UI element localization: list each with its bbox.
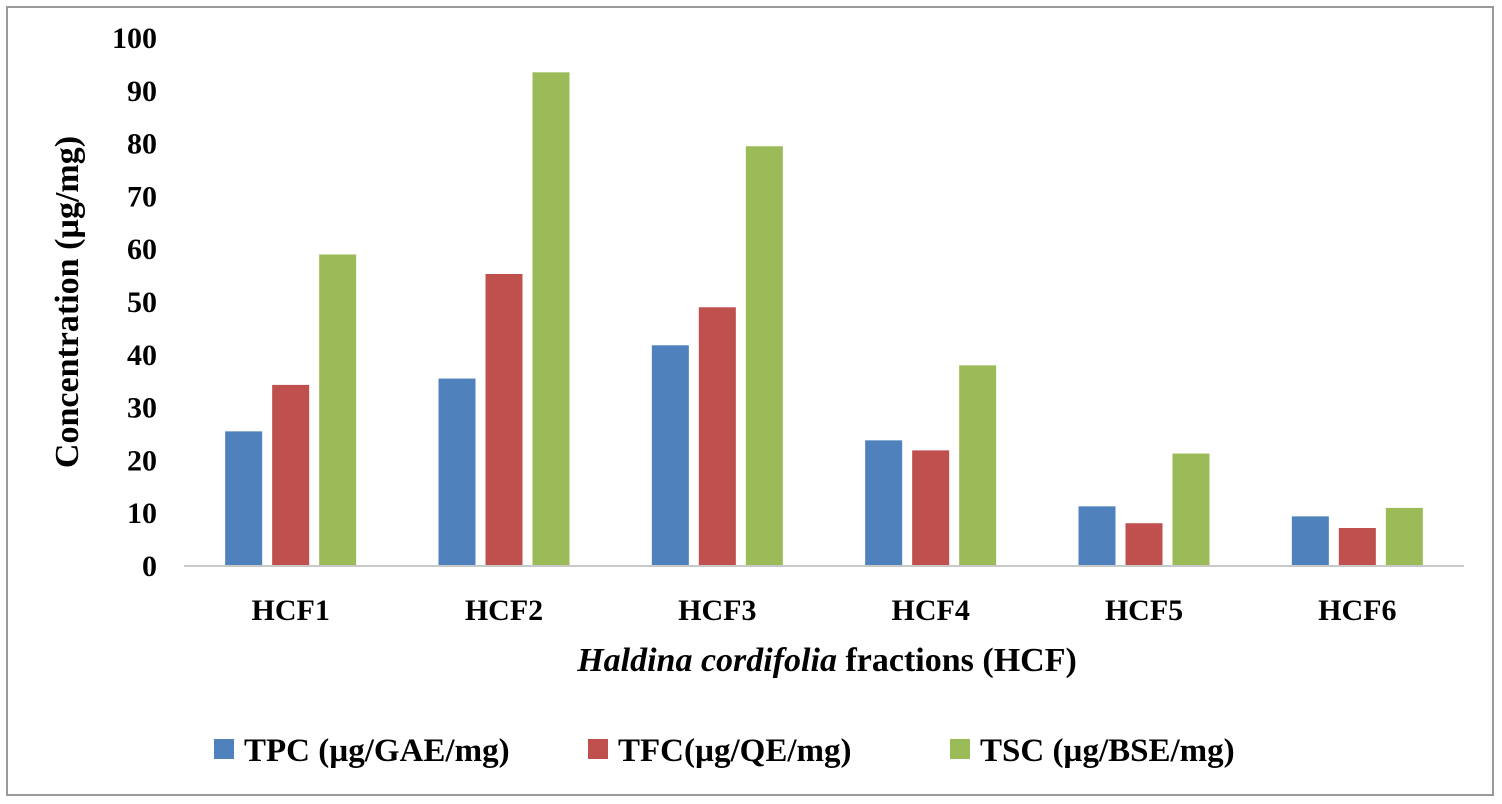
bar-hcf6-series-1	[1291, 516, 1329, 566]
legend-swatch	[950, 739, 970, 759]
x-tick-label: HCF2	[465, 594, 543, 627]
y-tick-label: 20	[127, 444, 157, 477]
y-tick-label: 60	[127, 233, 157, 266]
bar-hcf6-series-3	[1385, 507, 1423, 566]
y-tick-label: 90	[127, 75, 157, 108]
y-tick-label: 80	[127, 128, 157, 161]
y-tick-label: 30	[127, 392, 157, 425]
y-tick-label: 100	[112, 22, 157, 55]
x-axis-title-italic: Haldina cordifolia	[576, 642, 837, 679]
bar-hcf5-series-2	[1125, 523, 1163, 566]
bar-hcf1-series-1	[225, 431, 263, 566]
bar-hcf1-series-3	[319, 254, 357, 567]
y-axis-title: Concentration (µg/mg)	[49, 136, 86, 468]
bar-hcf2-series-2	[485, 274, 523, 566]
x-tick-label: HCF4	[892, 594, 970, 627]
bar-hcf6-series-2	[1338, 527, 1376, 566]
bar-hcf5-series-3	[1172, 453, 1210, 566]
x-tick-label: HCF6	[1318, 594, 1396, 627]
bar-hcf5-series-1	[1078, 506, 1116, 566]
y-tick-label: 50	[127, 286, 157, 319]
bar-hcf1-series-2	[272, 384, 310, 566]
bar-hcf4-series-2	[912, 450, 950, 566]
y-tick-label: 70	[127, 180, 157, 213]
bars	[225, 72, 1423, 567]
legend-label: TPC (µg/GAE/mg)	[244, 733, 510, 769]
y-axis-ticks: 0 10 20 30 40 50 60 70 80 90 100	[112, 22, 157, 583]
legend: TPC (µg/GAE/mg) TFC(µg/QE/mg) TSC (µg/BSE/…	[214, 733, 1235, 769]
legend-label: TSC (µg/BSE/mg)	[980, 733, 1235, 769]
x-axis-title: Haldina cordifolia fractions (HCF)	[576, 642, 1077, 679]
y-tick-label: 10	[127, 497, 157, 530]
x-tick-label: HCF3	[678, 594, 756, 627]
x-tick-label: HCF5	[1105, 594, 1183, 627]
bar-hcf2-series-1	[438, 378, 476, 566]
x-tick-label: HCF1	[252, 594, 330, 627]
legend-label: TFC(µg/QE/mg)	[618, 733, 852, 769]
bar-hcf3-series-1	[651, 345, 689, 566]
legend-swatch	[214, 739, 234, 759]
x-axis-ticks: HCF1 HCF2 HCF3 HCF4 HCF5 HCF6	[252, 594, 1397, 627]
bar-hcf2-series-3	[532, 72, 570, 566]
bar-hcf3-series-2	[698, 307, 736, 566]
y-tick-label: 40	[127, 339, 157, 372]
bar-hcf4-series-1	[865, 440, 903, 566]
bar-hcf4-series-3	[959, 365, 997, 566]
bar-hcf3-series-3	[745, 146, 783, 567]
x-axis-title-rest: fractions (HCF)	[837, 642, 1077, 679]
legend-swatch	[588, 739, 608, 759]
y-tick-label: 0	[142, 550, 157, 583]
